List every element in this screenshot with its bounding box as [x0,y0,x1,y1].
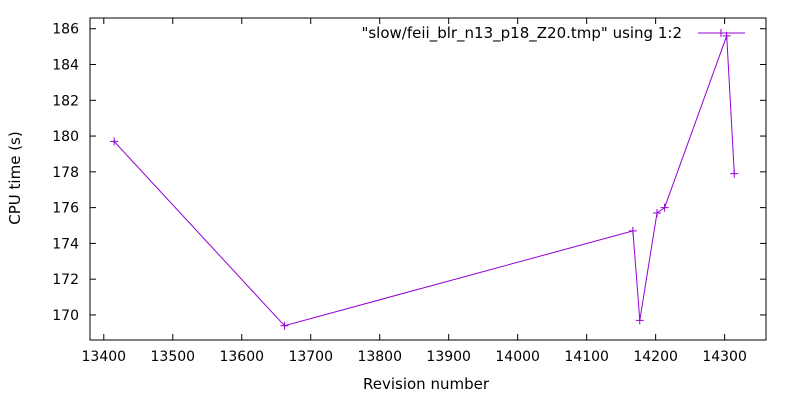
x-tick-label: 14300 [702,349,747,365]
x-tick-label: 14100 [564,349,609,365]
legend: "slow/feii_blr_n13_p18_Z20.tmp" using 1:… [361,24,745,43]
y-tick-label: 186 [52,22,79,38]
y-tick-label: 184 [52,58,79,74]
axes: 13400 13500 13600 13700 13800 13900 14000 14100… [52,17,767,365]
y-tick-label: 174 [52,236,79,252]
y-tick-label: 178 [52,165,79,181]
data-point [280,321,289,330]
x-tick-label: 13900 [426,349,471,365]
plot-area [110,31,739,330]
x-tick-label: 14000 [495,349,540,365]
data-point [730,169,739,178]
x-axis-label: Revision number [363,375,490,393]
data-point [635,316,644,325]
data-point [660,203,669,212]
x-tick-label: 13600 [219,349,264,365]
x-tick-label: 13400 [82,349,127,365]
x-tick-label: 13700 [288,349,333,365]
x-tick-label: 13800 [357,349,402,365]
y-axis-label: CPU time (s) [6,131,24,224]
data-point [653,208,662,217]
plot-frame [89,17,767,341]
x-tick-label: 13500 [151,349,196,365]
y-tick-label: 170 [52,308,79,324]
series-line [113,35,735,327]
y-tick-label: 172 [52,272,79,288]
y-tick-label: 182 [52,93,79,109]
data-point [628,226,637,235]
y-tick-label: 180 [52,129,79,145]
data-point [110,137,119,146]
legend-point [717,29,725,37]
y-tick-label: 176 [52,201,79,217]
x-tick-label: 14200 [633,349,678,365]
legend-marker [717,29,725,37]
legend-label: "slow/feii_blr_n13_p18_Z20.tmp" using 1:… [361,24,682,43]
